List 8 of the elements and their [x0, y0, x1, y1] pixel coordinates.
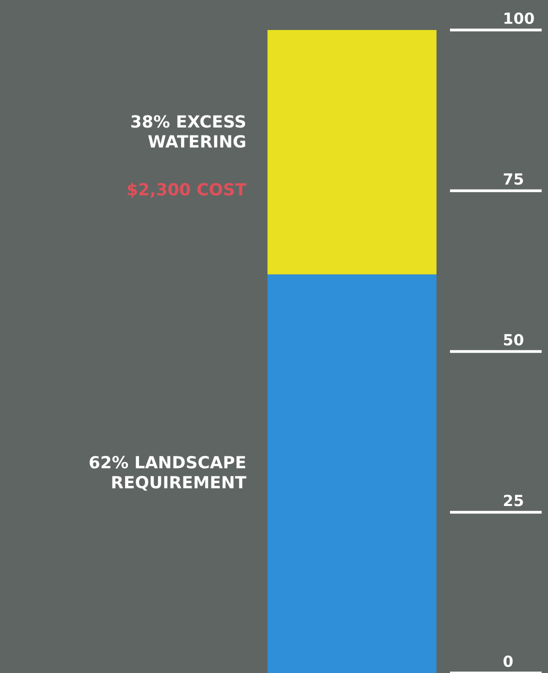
y-tick-label: 50 [504, 334, 524, 346]
y-tick-label: 75 [504, 173, 523, 185]
text: 38% EXCESS WATERING [131, 115, 246, 148]
y-tick-label: 100 [504, 12, 534, 24]
y-tick-label: 0 [504, 655, 513, 668]
text: $2,300 COST [128, 182, 246, 198]
text: 62% LANDSCAPE REQUIREMENT [90, 456, 246, 491]
y-tick-label: 25 [504, 494, 523, 506]
